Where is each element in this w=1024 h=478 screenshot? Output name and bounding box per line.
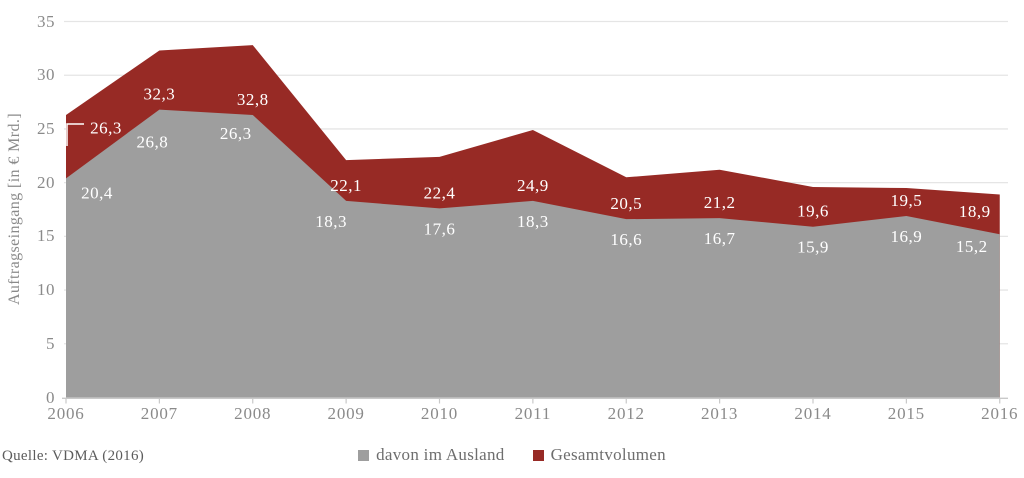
y-tick-label: 15 xyxy=(37,226,55,246)
x-tick-label: 2014 xyxy=(794,404,832,423)
y-tick-label: 0 xyxy=(46,387,55,407)
data-label: 19,6 xyxy=(797,202,829,221)
y-tick-label: 10 xyxy=(37,280,55,300)
legend-item: Gesamtvolumen xyxy=(532,445,666,465)
label-leader-line xyxy=(66,123,84,146)
data-label: 16,9 xyxy=(891,227,923,246)
y-tick-label: 5 xyxy=(46,333,55,353)
data-label: 26,8 xyxy=(137,132,169,151)
data-label: 17,6 xyxy=(424,219,456,238)
x-tick-label: 2013 xyxy=(701,404,739,423)
data-label: 18,3 xyxy=(315,212,347,231)
x-tick-label: 2015 xyxy=(887,404,925,423)
legend-swatch-icon xyxy=(358,449,370,461)
data-label: 15,9 xyxy=(797,238,829,257)
data-label: 15,2 xyxy=(956,237,988,256)
data-label: 32,3 xyxy=(144,84,176,103)
x-tick-label: 2006 xyxy=(47,404,85,423)
data-label: 20,5 xyxy=(610,194,642,213)
source-note: Quelle: VDMA (2016) xyxy=(2,448,145,464)
x-tick-label: 2011 xyxy=(514,404,552,423)
data-label: 26,3 xyxy=(220,124,252,143)
data-label: 26,3 xyxy=(90,118,122,137)
data-label: 18,3 xyxy=(517,212,549,231)
data-label: 24,9 xyxy=(517,176,549,195)
data-label: 22,4 xyxy=(424,183,456,202)
y-tick-label: 25 xyxy=(37,118,55,138)
series-area-ausland xyxy=(66,109,1000,398)
y-tick-label: 30 xyxy=(37,65,55,85)
data-label: 21,2 xyxy=(704,193,736,212)
data-label: 16,6 xyxy=(610,230,642,249)
data-label: 16,7 xyxy=(704,229,736,248)
legend-swatch-icon xyxy=(532,449,544,461)
x-tick-label: 2007 xyxy=(140,404,178,423)
legend-label: Gesamtvolumen xyxy=(550,445,666,464)
legend-label: davon im Ausland xyxy=(376,445,505,464)
legend: davon im Ausland Gesamtvolumen xyxy=(0,445,1024,465)
x-tick-label: 2012 xyxy=(607,404,645,423)
y-tick-label: 20 xyxy=(37,172,55,192)
x-tick-label: 2010 xyxy=(420,404,459,423)
data-label: 22,1 xyxy=(330,176,362,195)
y-tick-label: 35 xyxy=(37,11,55,31)
data-label: 32,8 xyxy=(237,90,269,109)
x-tick-label: 2016 xyxy=(981,404,1019,423)
data-label: 20,4 xyxy=(81,183,113,202)
legend-item: davon im Ausland xyxy=(358,445,505,465)
data-label: 19,5 xyxy=(891,191,923,210)
data-label: 18,9 xyxy=(959,202,991,221)
x-tick-label: 2008 xyxy=(234,404,272,423)
y-axis-title: Auftragseingang [in € Mrd.] xyxy=(6,112,23,306)
x-tick-label: 2009 xyxy=(327,404,365,423)
